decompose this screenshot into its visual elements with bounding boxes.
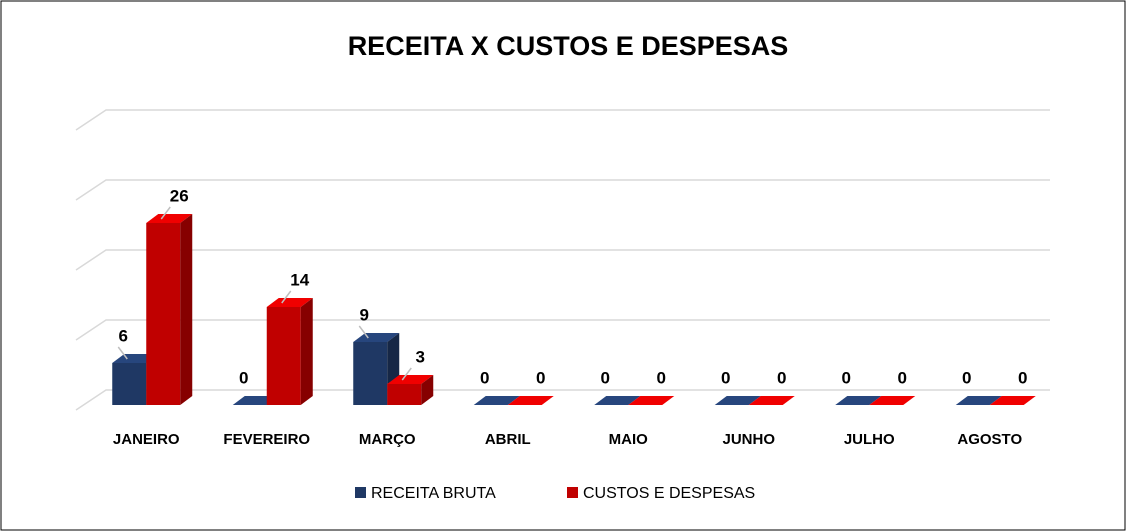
bar-face bbox=[146, 223, 181, 405]
grid-line bbox=[75, 109, 1050, 131]
bar bbox=[628, 396, 675, 405]
value-label: 0 bbox=[536, 368, 545, 387]
x-tick-label: MAIO bbox=[609, 431, 648, 448]
bar bbox=[473, 396, 520, 405]
bar-face bbox=[146, 214, 193, 223]
value-label: 14 bbox=[290, 270, 309, 289]
grid-line bbox=[75, 319, 1050, 341]
leader-line bbox=[160, 206, 171, 220]
bar-face bbox=[748, 396, 795, 405]
bar-face bbox=[989, 396, 1036, 405]
bar-face bbox=[955, 396, 1002, 405]
value-label: 0 bbox=[777, 368, 786, 387]
bar-face bbox=[594, 396, 641, 405]
value-label: 0 bbox=[601, 368, 610, 387]
value-label: 0 bbox=[842, 368, 851, 387]
bar-face bbox=[869, 396, 916, 405]
bar-face bbox=[387, 384, 422, 405]
bar bbox=[748, 396, 795, 405]
value-label: 0 bbox=[239, 368, 248, 387]
value-label: 0 bbox=[962, 368, 971, 387]
value-label: 0 bbox=[480, 368, 489, 387]
grid-line bbox=[75, 249, 1050, 271]
bar-face bbox=[387, 375, 434, 384]
value-label: 0 bbox=[1018, 368, 1027, 387]
bar bbox=[714, 396, 761, 405]
bar bbox=[387, 375, 434, 405]
bar-face bbox=[714, 396, 761, 405]
bar-face bbox=[353, 342, 388, 405]
bar bbox=[266, 298, 313, 405]
bar-face bbox=[300, 298, 313, 405]
bar-face bbox=[353, 333, 400, 342]
value-label: 3 bbox=[416, 347, 425, 366]
bar-face bbox=[180, 214, 193, 405]
bar-face bbox=[112, 363, 147, 405]
value-label: 0 bbox=[721, 368, 730, 387]
value-label: 0 bbox=[898, 368, 907, 387]
x-tick-label: ABRIL bbox=[485, 431, 531, 448]
x-tick-label: AGOSTO bbox=[957, 431, 1022, 448]
x-tick-label: MARÇO bbox=[359, 431, 416, 448]
bar bbox=[507, 396, 554, 405]
bar-face bbox=[266, 298, 313, 307]
value-label: 26 bbox=[170, 186, 189, 205]
bar-face bbox=[628, 396, 675, 405]
bar bbox=[955, 396, 1002, 405]
bar bbox=[869, 396, 916, 405]
bar bbox=[989, 396, 1036, 405]
value-label: 6 bbox=[119, 326, 128, 345]
legend-label: RECEITA BRUTA bbox=[371, 485, 496, 502]
leader-line bbox=[117, 346, 128, 360]
x-tick-label: JANEIRO bbox=[113, 431, 180, 448]
x-tick-label: JUNHO bbox=[722, 431, 775, 448]
x-tick-label: FEVEREIRO bbox=[223, 431, 310, 448]
x-tick-label: JULHO bbox=[844, 431, 895, 448]
bar-face bbox=[507, 396, 554, 405]
value-label: 0 bbox=[657, 368, 666, 387]
leader-line bbox=[401, 367, 412, 381]
bar-face bbox=[835, 396, 882, 405]
bar bbox=[146, 214, 193, 405]
chart-title: RECEITA X CUSTOS E DESPESAS bbox=[348, 31, 789, 61]
bar-face bbox=[421, 375, 434, 405]
bar-face bbox=[473, 396, 520, 405]
value-label: 9 bbox=[360, 305, 369, 324]
legend-swatch bbox=[567, 487, 578, 498]
grid-line bbox=[75, 389, 1050, 411]
grid-line bbox=[75, 179, 1050, 201]
bar-face bbox=[266, 307, 301, 405]
legend-swatch bbox=[355, 487, 366, 498]
leader-line bbox=[281, 290, 292, 304]
leader-line bbox=[358, 325, 369, 339]
bar bbox=[835, 396, 882, 405]
legend-label: CUSTOS E DESPESAS bbox=[583, 485, 755, 502]
bar bbox=[594, 396, 641, 405]
